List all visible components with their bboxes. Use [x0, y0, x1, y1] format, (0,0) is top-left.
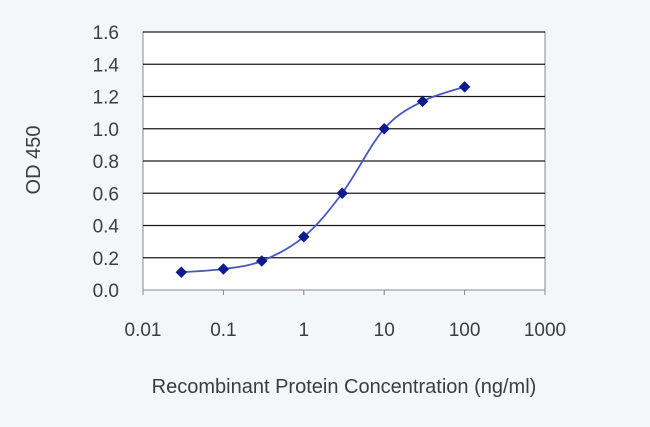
y-tick-label: 1.4 — [93, 55, 120, 76]
y-tick-label: 0.6 — [93, 184, 119, 205]
data-series — [175, 80, 471, 279]
data-point-marker — [297, 230, 310, 243]
data-point-marker — [378, 122, 391, 135]
y-tick-label: 0.2 — [93, 249, 119, 270]
x-tick-label: 0.1 — [210, 320, 236, 341]
y-tick-label: 1.2 — [93, 88, 119, 109]
x-tick-label: 1 — [299, 320, 310, 341]
y-tick-label: 1.0 — [93, 120, 119, 141]
x-tick-label: 100 — [449, 320, 481, 341]
y-axis-ticks: 0.0 0.2 0.4 0.6 0.8 1.0 1.2 1.4 1.6 — [93, 23, 120, 302]
y-tick-label: 1.6 — [93, 23, 119, 44]
y-tick-label: 0.4 — [93, 217, 120, 238]
y-axis-title: OD 450 — [23, 126, 45, 195]
data-point-marker — [416, 95, 429, 108]
x-tick-label: 1000 — [524, 320, 566, 341]
x-axis-title: Recombinant Protein Concentration (ng/ml… — [152, 376, 537, 398]
data-point-marker — [255, 255, 268, 267]
data-point-marker — [458, 80, 471, 93]
y-tick-label: 0.8 — [93, 152, 119, 173]
data-point-marker — [217, 263, 230, 275]
grid-lines — [143, 31, 545, 259]
data-point-marker — [175, 266, 188, 279]
y-tick-label: 0.0 — [93, 281, 119, 302]
x-axis-ticks: 0.01 0.1 1 10 100 1000 — [125, 290, 566, 341]
data-point-marker — [336, 187, 349, 200]
x-tick-label: 0.01 — [125, 320, 162, 341]
x-tick-label: 10 — [374, 320, 395, 341]
